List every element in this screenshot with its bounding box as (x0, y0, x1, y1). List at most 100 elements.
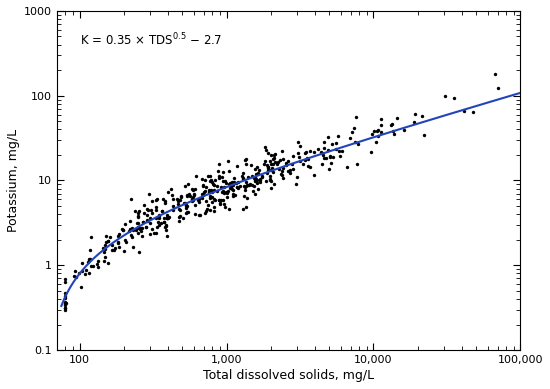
Point (218, 169, 227, 175)
Point (102, 233, 111, 240)
Point (221, 178, 229, 184)
Point (183, 191, 191, 198)
Point (239, 170, 248, 177)
Point (252, 171, 261, 177)
Point (238, 173, 246, 180)
Point (109, 247, 118, 254)
Point (61, 305, 70, 311)
Point (264, 165, 273, 172)
Point (114, 233, 123, 239)
Point (320, 154, 328, 161)
Point (310, 172, 318, 178)
Point (248, 173, 256, 179)
Point (61, 301, 70, 307)
Point (491, 71, 500, 77)
Point (227, 180, 235, 186)
Point (228, 186, 236, 193)
Point (267, 167, 276, 173)
Point (201, 177, 210, 183)
Point (155, 222, 163, 228)
X-axis label: Total dissolved solids, mg/L: Total dissolved solids, mg/L (203, 369, 374, 382)
Point (245, 181, 254, 187)
Point (159, 216, 168, 222)
Point (81, 271, 90, 277)
Point (251, 191, 260, 197)
Point (152, 214, 161, 221)
Point (100, 246, 109, 252)
Point (187, 186, 196, 192)
Point (274, 159, 283, 165)
Point (126, 232, 135, 238)
Point (377, 116, 386, 122)
Point (278, 165, 287, 172)
Point (100, 249, 108, 255)
Point (248, 182, 256, 189)
Point (229, 175, 238, 181)
Point (210, 196, 218, 202)
Point (310, 149, 318, 155)
Point (201, 188, 210, 194)
Point (229, 179, 238, 185)
Point (160, 219, 168, 226)
Point (223, 190, 232, 196)
Point (208, 189, 217, 195)
Point (236, 182, 245, 189)
Point (104, 238, 113, 244)
Point (248, 188, 257, 194)
Point (227, 181, 236, 187)
Point (220, 190, 229, 196)
Point (337, 148, 346, 154)
Point (459, 109, 468, 115)
Point (136, 228, 145, 234)
Point (227, 183, 235, 189)
Y-axis label: Potassium, mg/L: Potassium, mg/L (7, 129, 20, 232)
Point (326, 153, 334, 159)
Point (266, 176, 274, 182)
Point (122, 239, 130, 245)
Point (212, 183, 221, 189)
Point (162, 227, 170, 233)
Point (166, 186, 175, 192)
Point (294, 139, 302, 145)
Point (369, 128, 378, 134)
Point (155, 212, 163, 219)
Point (284, 158, 293, 164)
Point (111, 245, 119, 251)
Point (285, 170, 294, 176)
Point (199, 182, 207, 189)
Point (260, 161, 268, 167)
Point (288, 161, 296, 167)
Point (188, 196, 197, 202)
Point (183, 209, 192, 216)
Point (201, 210, 210, 216)
Point (152, 207, 161, 214)
Point (206, 187, 215, 194)
Point (250, 177, 259, 184)
Point (289, 166, 298, 172)
Point (197, 194, 206, 201)
Point (227, 184, 235, 191)
Point (152, 196, 161, 202)
Point (61, 276, 70, 282)
Point (251, 176, 260, 182)
Point (343, 164, 351, 170)
Point (177, 193, 186, 200)
Point (278, 172, 287, 178)
Point (219, 200, 228, 207)
Point (86, 263, 95, 269)
Point (157, 208, 166, 214)
Point (336, 153, 344, 159)
Point (317, 149, 326, 155)
Point (300, 150, 309, 156)
Point (134, 224, 142, 231)
Point (214, 174, 223, 180)
Point (180, 200, 189, 206)
Point (226, 182, 235, 188)
Point (332, 140, 340, 146)
Point (267, 152, 276, 158)
Point (271, 151, 279, 157)
Point (221, 180, 230, 186)
Point (138, 224, 146, 231)
Point (164, 215, 173, 221)
Point (158, 196, 167, 202)
